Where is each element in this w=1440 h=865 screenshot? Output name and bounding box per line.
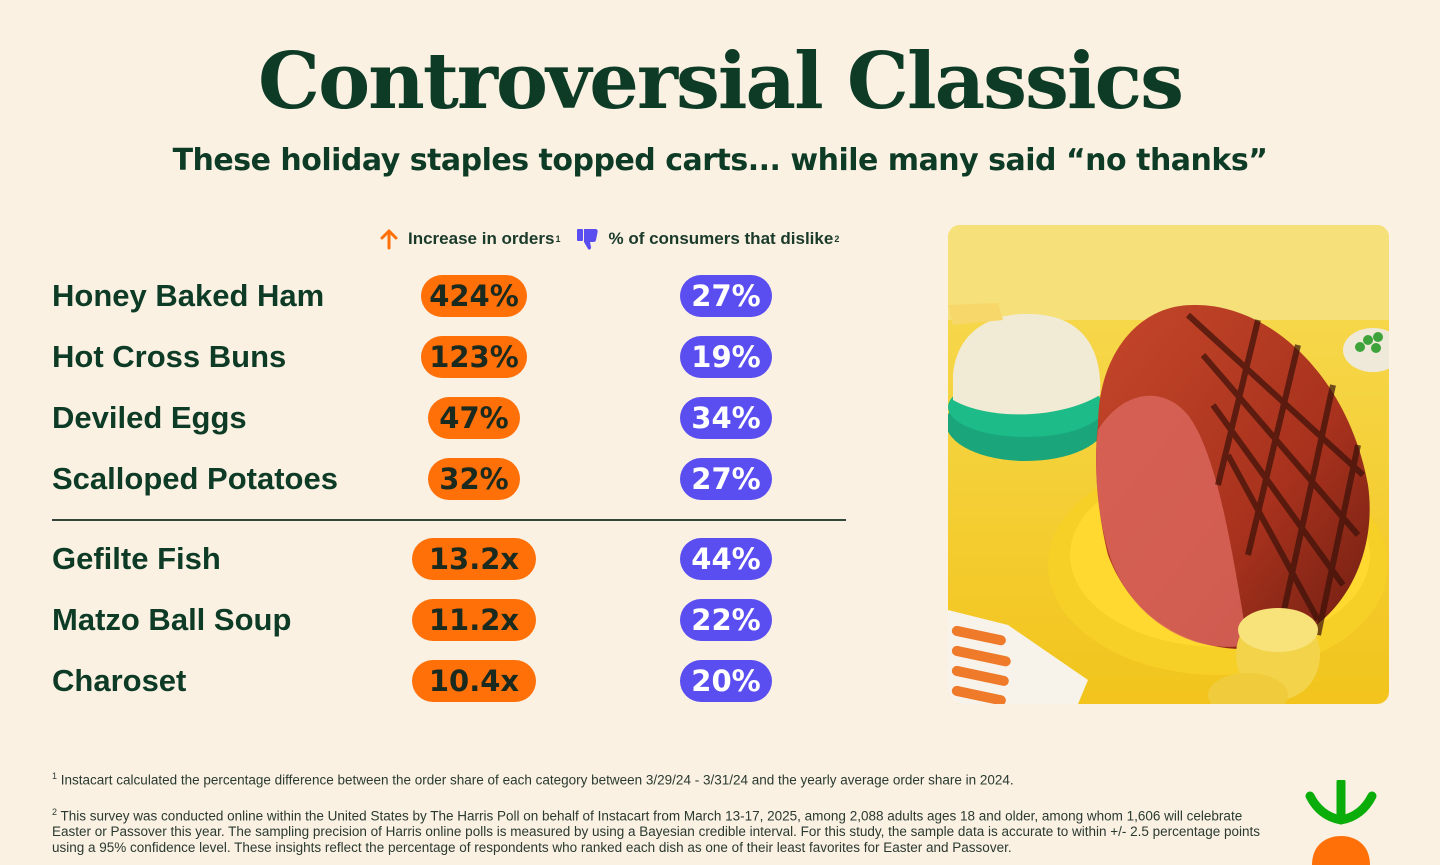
page-subtitle: These holiday staples topped carts... wh… <box>172 143 1268 178</box>
table-row: Hot Cross Buns 123% 19% <box>52 335 846 383</box>
legend-increase-note: 1 <box>555 234 561 244</box>
table-row: Honey Baked Ham 424% 27% <box>52 274 846 322</box>
footnote-2-mark: 2 <box>52 806 58 817</box>
table-row: Scalloped Potatoes 32% 27% <box>52 457 846 505</box>
footnote-1-mark: 1 <box>52 771 58 781</box>
row-label: Matzo Ball Soup <box>52 602 292 637</box>
dislike-pill: 22% <box>680 599 772 641</box>
footnote-2: 2 This survey was conducted online withi… <box>52 804 1282 857</box>
arrow-up-icon <box>380 229 398 250</box>
thumbs-down-icon <box>577 229 599 250</box>
footnote-2-text: This survey was conducted online within … <box>52 808 1260 855</box>
increase-pill: 13.2x <box>412 538 536 580</box>
row-label: Charoset <box>52 663 187 698</box>
row-label: Deviled Eggs <box>52 400 247 435</box>
dislike-pill: 44% <box>680 538 772 580</box>
increase-pill: 11.2x <box>412 599 536 641</box>
increase-pill: 10.4x <box>412 660 536 702</box>
dislike-pill: 19% <box>680 336 772 378</box>
dislike-pill: 27% <box>680 458 772 500</box>
group-divider <box>52 519 846 521</box>
legend-dislike-note: 2 <box>834 234 840 244</box>
legend-dislike-label: % of consumers that dislike <box>608 229 834 248</box>
holiday-ham-photo <box>948 225 1389 704</box>
dislike-pill: 20% <box>680 660 772 702</box>
dislike-pill: 34% <box>680 397 772 439</box>
row-label: Gefilte Fish <box>52 541 221 576</box>
increase-pill: 123% <box>421 336 527 378</box>
legend-increase: Increase in orders 1 <box>378 228 560 250</box>
legend-increase-label: Increase in orders <box>408 229 555 248</box>
footnotes: 1 Instacart calculated the percentage di… <box>52 768 1282 865</box>
row-label: Honey Baked Ham <box>52 278 325 313</box>
dislike-pill: 27% <box>680 275 772 317</box>
table-row: Deviled Eggs 47% 34% <box>52 396 846 444</box>
legend: Increase in orders 1 % of consumers that … <box>378 226 855 252</box>
increase-pill: 424% <box>421 275 527 317</box>
table-row: Matzo Ball Soup 11.2x 22% <box>52 598 846 646</box>
footnote-1-text: Instacart calculated the percentage diff… <box>60 772 1014 788</box>
row-label: Hot Cross Buns <box>52 339 287 374</box>
carrot-logo-icon <box>1300 777 1382 865</box>
increase-pill: 47% <box>428 397 520 439</box>
table-row: Charoset 10.4x 20% <box>52 659 846 707</box>
footnote-1: 1 Instacart calculated the percentage di… <box>52 768 1282 789</box>
legend-dislike: % of consumers that dislike 2 <box>576 227 839 251</box>
page-title: Controversial Classics <box>258 36 1184 127</box>
table-row: Gefilte Fish 13.2x 44% <box>52 537 846 585</box>
row-label: Scalloped Potatoes <box>52 461 338 496</box>
increase-pill: 32% <box>428 458 520 500</box>
